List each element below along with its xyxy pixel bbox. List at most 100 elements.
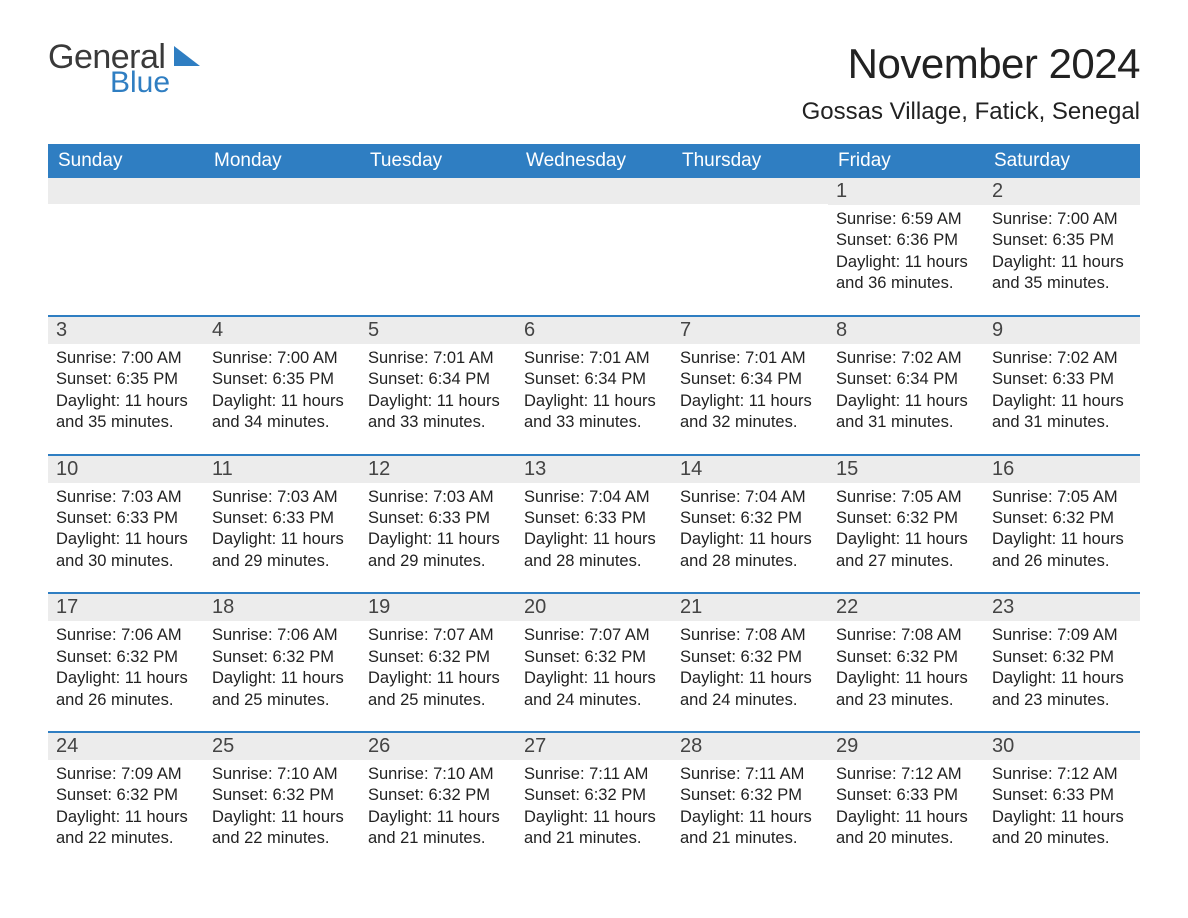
- day-number: 4: [204, 317, 360, 344]
- day-number: [516, 178, 672, 204]
- sunset-text: Sunset: 6:33 PM: [56, 508, 196, 529]
- sunset-text: Sunset: 6:34 PM: [524, 369, 664, 390]
- sunset-text: Sunset: 6:32 PM: [836, 508, 976, 529]
- day-number: 1: [828, 178, 984, 205]
- sunrise-text: Sunrise: 7:05 AM: [836, 487, 976, 508]
- daylight-text: Daylight: 11 hours and 22 minutes.: [212, 807, 352, 850]
- sunrise-text: Sunrise: 7:01 AM: [368, 348, 508, 369]
- sunset-text: Sunset: 6:32 PM: [680, 647, 820, 668]
- sunrise-text: Sunrise: 7:00 AM: [992, 209, 1132, 230]
- sunset-text: Sunset: 6:33 PM: [992, 369, 1132, 390]
- calendar-day: 9Sunrise: 7:02 AMSunset: 6:33 PMDaylight…: [984, 317, 1140, 440]
- sunrise-text: Sunrise: 7:08 AM: [836, 625, 976, 646]
- calendar-day: 3Sunrise: 7:00 AMSunset: 6:35 PMDaylight…: [48, 317, 204, 440]
- sunset-text: Sunset: 6:33 PM: [212, 508, 352, 529]
- sunset-text: Sunset: 6:33 PM: [524, 508, 664, 529]
- sunrise-text: Sunrise: 7:02 AM: [992, 348, 1132, 369]
- day-details: Sunrise: 7:02 AMSunset: 6:34 PMDaylight:…: [828, 344, 984, 440]
- sunrise-text: Sunrise: 7:11 AM: [680, 764, 820, 785]
- sunset-text: Sunset: 6:33 PM: [836, 785, 976, 806]
- day-details: Sunrise: 7:08 AMSunset: 6:32 PMDaylight:…: [672, 621, 828, 717]
- day-details: Sunrise: 7:10 AMSunset: 6:32 PMDaylight:…: [204, 760, 360, 856]
- calendar-day: 7Sunrise: 7:01 AMSunset: 6:34 PMDaylight…: [672, 317, 828, 440]
- day-details: Sunrise: 7:00 AMSunset: 6:35 PMDaylight:…: [204, 344, 360, 440]
- sunset-text: Sunset: 6:32 PM: [524, 785, 664, 806]
- day-number: 25: [204, 733, 360, 760]
- daylight-text: Daylight: 11 hours and 20 minutes.: [992, 807, 1132, 850]
- sunset-text: Sunset: 6:34 PM: [368, 369, 508, 390]
- day-number: 16: [984, 456, 1140, 483]
- daylight-text: Daylight: 11 hours and 26 minutes.: [992, 529, 1132, 572]
- calendar-day: 21Sunrise: 7:08 AMSunset: 6:32 PMDayligh…: [672, 594, 828, 717]
- daylight-text: Daylight: 11 hours and 25 minutes.: [212, 668, 352, 711]
- daylight-text: Daylight: 11 hours and 30 minutes.: [56, 529, 196, 572]
- sunset-text: Sunset: 6:32 PM: [992, 508, 1132, 529]
- daylight-text: Daylight: 11 hours and 29 minutes.: [212, 529, 352, 572]
- dow-friday: Friday: [828, 144, 984, 178]
- dow-thursday: Thursday: [672, 144, 828, 178]
- day-details: Sunrise: 7:01 AMSunset: 6:34 PMDaylight:…: [360, 344, 516, 440]
- sunrise-text: Sunrise: 7:09 AM: [56, 764, 196, 785]
- daylight-text: Daylight: 11 hours and 31 minutes.: [836, 391, 976, 434]
- brand-logo: General Blue: [48, 40, 200, 98]
- calendar-day: [48, 178, 204, 301]
- day-details: Sunrise: 7:06 AMSunset: 6:32 PMDaylight:…: [204, 621, 360, 717]
- calendar-day: 16Sunrise: 7:05 AMSunset: 6:32 PMDayligh…: [984, 456, 1140, 579]
- sunrise-text: Sunrise: 7:01 AM: [680, 348, 820, 369]
- dow-tuesday: Tuesday: [360, 144, 516, 178]
- daylight-text: Daylight: 11 hours and 34 minutes.: [212, 391, 352, 434]
- sunrise-text: Sunrise: 7:06 AM: [212, 625, 352, 646]
- calendar-day: 27Sunrise: 7:11 AMSunset: 6:32 PMDayligh…: [516, 733, 672, 856]
- calendar-week: 10Sunrise: 7:03 AMSunset: 6:33 PMDayligh…: [48, 454, 1140, 579]
- daylight-text: Daylight: 11 hours and 25 minutes.: [368, 668, 508, 711]
- day-number: 8: [828, 317, 984, 344]
- daylight-text: Daylight: 11 hours and 35 minutes.: [992, 252, 1132, 295]
- day-details: Sunrise: 7:07 AMSunset: 6:32 PMDaylight:…: [360, 621, 516, 717]
- sunrise-text: Sunrise: 7:09 AM: [992, 625, 1132, 646]
- day-number: 12: [360, 456, 516, 483]
- day-number: [672, 178, 828, 204]
- sunset-text: Sunset: 6:32 PM: [368, 785, 508, 806]
- dow-monday: Monday: [204, 144, 360, 178]
- daylight-text: Daylight: 11 hours and 20 minutes.: [836, 807, 976, 850]
- day-details: Sunrise: 7:12 AMSunset: 6:33 PMDaylight:…: [828, 760, 984, 856]
- sunrise-text: Sunrise: 7:00 AM: [56, 348, 196, 369]
- daylight-text: Daylight: 11 hours and 26 minutes.: [56, 668, 196, 711]
- day-of-week-header: Sunday Monday Tuesday Wednesday Thursday…: [48, 144, 1140, 178]
- calendar-day: 1Sunrise: 6:59 AMSunset: 6:36 PMDaylight…: [828, 178, 984, 301]
- calendar-day: 13 Sunrise: 7:04 AMSunset: 6:33 PMDayligh…: [516, 456, 672, 579]
- daylight-text: Daylight: 11 hours and 32 minutes.: [680, 391, 820, 434]
- day-number: 29: [828, 733, 984, 760]
- sunrise-text: Sunrise: 7:12 AM: [836, 764, 976, 785]
- daylight-text: Daylight: 11 hours and 28 minutes.: [524, 529, 664, 572]
- calendar-day: 19Sunrise: 7:07 AMSunset: 6:32 PMDayligh…: [360, 594, 516, 717]
- day-number: 23: [984, 594, 1140, 621]
- day-number: 26: [360, 733, 516, 760]
- sunset-text: Sunset: 6:34 PM: [836, 369, 976, 390]
- sunrise-text: Sunrise: 7:03 AM: [56, 487, 196, 508]
- sunrise-text: Sunrise: 7:04 AM: [524, 487, 664, 508]
- day-number: 22: [828, 594, 984, 621]
- sunset-text: Sunset: 6:35 PM: [212, 369, 352, 390]
- title-block: November 2024 Gossas Village, Fatick, Se…: [802, 40, 1140, 126]
- day-details: Sunrise: 7:08 AMSunset: 6:32 PMDaylight:…: [828, 621, 984, 717]
- calendar-day: 18Sunrise: 7:06 AMSunset: 6:32 PMDayligh…: [204, 594, 360, 717]
- day-number: 13: [516, 456, 672, 483]
- sunset-text: Sunset: 6:35 PM: [992, 230, 1132, 251]
- sunrise-text: Sunrise: 7:02 AM: [836, 348, 976, 369]
- sunset-text: Sunset: 6:33 PM: [992, 785, 1132, 806]
- calendar-day: 28Sunrise: 7:11 AMSunset: 6:32 PMDayligh…: [672, 733, 828, 856]
- sunset-text: Sunset: 6:32 PM: [56, 647, 196, 668]
- day-details: Sunrise: 7:04 AMSunset: 6:32 PMDaylight:…: [672, 483, 828, 579]
- day-details: Sunrise: 7:03 AMSunset: 6:33 PMDaylight:…: [204, 483, 360, 579]
- day-details: Sunrise: 7:05 AMSunset: 6:32 PMDaylight:…: [828, 483, 984, 579]
- sunset-text: Sunset: 6:32 PM: [212, 785, 352, 806]
- day-details: Sunrise: 7:02 AMSunset: 6:33 PMDaylight:…: [984, 344, 1140, 440]
- brand-triangle-icon: [174, 46, 200, 66]
- sunrise-text: Sunrise: 7:08 AM: [680, 625, 820, 646]
- sunrise-text: Sunrise: 7:07 AM: [368, 625, 508, 646]
- day-number: 20: [516, 594, 672, 621]
- calendar-week: 1Sunrise: 6:59 AMSunset: 6:36 PMDaylight…: [48, 178, 1140, 301]
- sunrise-text: Sunrise: 7:12 AM: [992, 764, 1132, 785]
- day-details: Sunrise: 7:01 AMSunset: 6:34 PMDaylight:…: [672, 344, 828, 440]
